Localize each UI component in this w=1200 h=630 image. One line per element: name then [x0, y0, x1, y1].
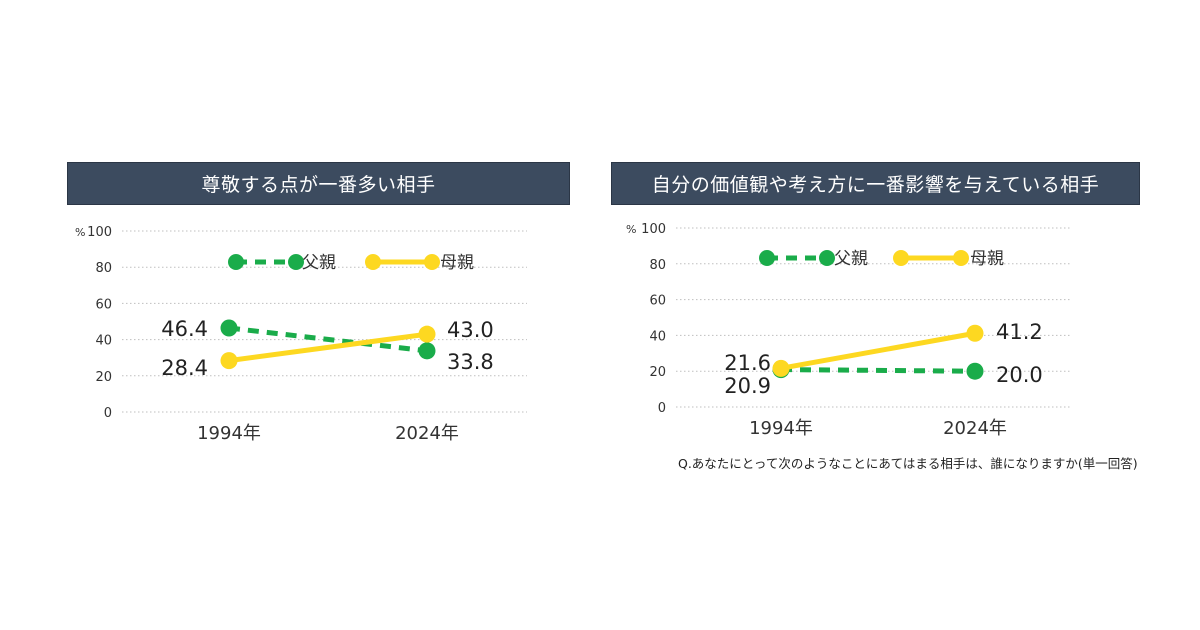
y-tick-label: 40 [95, 334, 112, 349]
legend-marker [893, 250, 909, 266]
legend-label: 父親 [834, 249, 868, 269]
data-point [966, 324, 984, 342]
legend-marker [819, 250, 835, 266]
legend-marker [228, 254, 244, 270]
data-point [772, 359, 790, 377]
data-point [220, 319, 238, 337]
x-category-label: 1994年 [749, 418, 813, 439]
chart-title-right: 自分の価値観や考え方に一番影響を与えている相手 [611, 162, 1140, 205]
legend-label: 父親 [302, 253, 336, 273]
data-label: 43.0 [447, 318, 494, 342]
data-point [220, 352, 238, 370]
legend-label: 母親 [440, 253, 474, 273]
survey-question-footnote: Q.あなたにとって次のようなことにあてはまる相手は、誰になりますか(単一回答) [678, 456, 1138, 471]
x-category-label: 2024年 [943, 418, 1007, 439]
data-point [418, 325, 436, 343]
y-axis-unit: % [626, 223, 636, 236]
data-label: 21.6 [724, 351, 771, 375]
data-point [418, 342, 436, 360]
series-line-母親 [778, 330, 978, 371]
legend-marker [365, 254, 381, 270]
legend-marker [424, 254, 440, 270]
legend-marker [759, 250, 775, 266]
y-tick-label: 100 [641, 222, 666, 237]
series-line-父親 [780, 367, 976, 374]
legend-marker [288, 254, 304, 270]
y-tick-label: 60 [95, 297, 112, 312]
legend-label: 母親 [970, 249, 1004, 269]
series-line-母親 [226, 331, 430, 364]
y-tick-label: 60 [649, 294, 666, 309]
y-tick-label: 20 [95, 370, 112, 385]
data-point [966, 362, 984, 380]
data-label: 41.2 [996, 320, 1043, 344]
data-label: 20.9 [724, 374, 771, 398]
legend-marker [953, 250, 969, 266]
y-tick-label: 40 [649, 329, 666, 344]
data-label: 33.8 [447, 350, 494, 374]
y-tick-label: 100 [87, 225, 112, 240]
y-axis-unit: % [75, 226, 85, 239]
y-tick-label: 80 [95, 261, 112, 276]
y-tick-label: 20 [649, 365, 666, 380]
x-category-label: 1994年 [197, 423, 261, 444]
chart-title-left: 尊敬する点が一番多い相手 [67, 162, 570, 205]
series-line-父親 [228, 325, 428, 354]
data-label: 20.0 [996, 363, 1043, 387]
y-tick-label: 80 [649, 258, 666, 273]
data-label: 46.4 [161, 317, 208, 341]
x-category-label: 2024年 [395, 423, 459, 444]
y-tick-label: 0 [658, 401, 666, 416]
data-label: 28.4 [161, 356, 208, 380]
y-tick-label: 0 [104, 406, 112, 421]
